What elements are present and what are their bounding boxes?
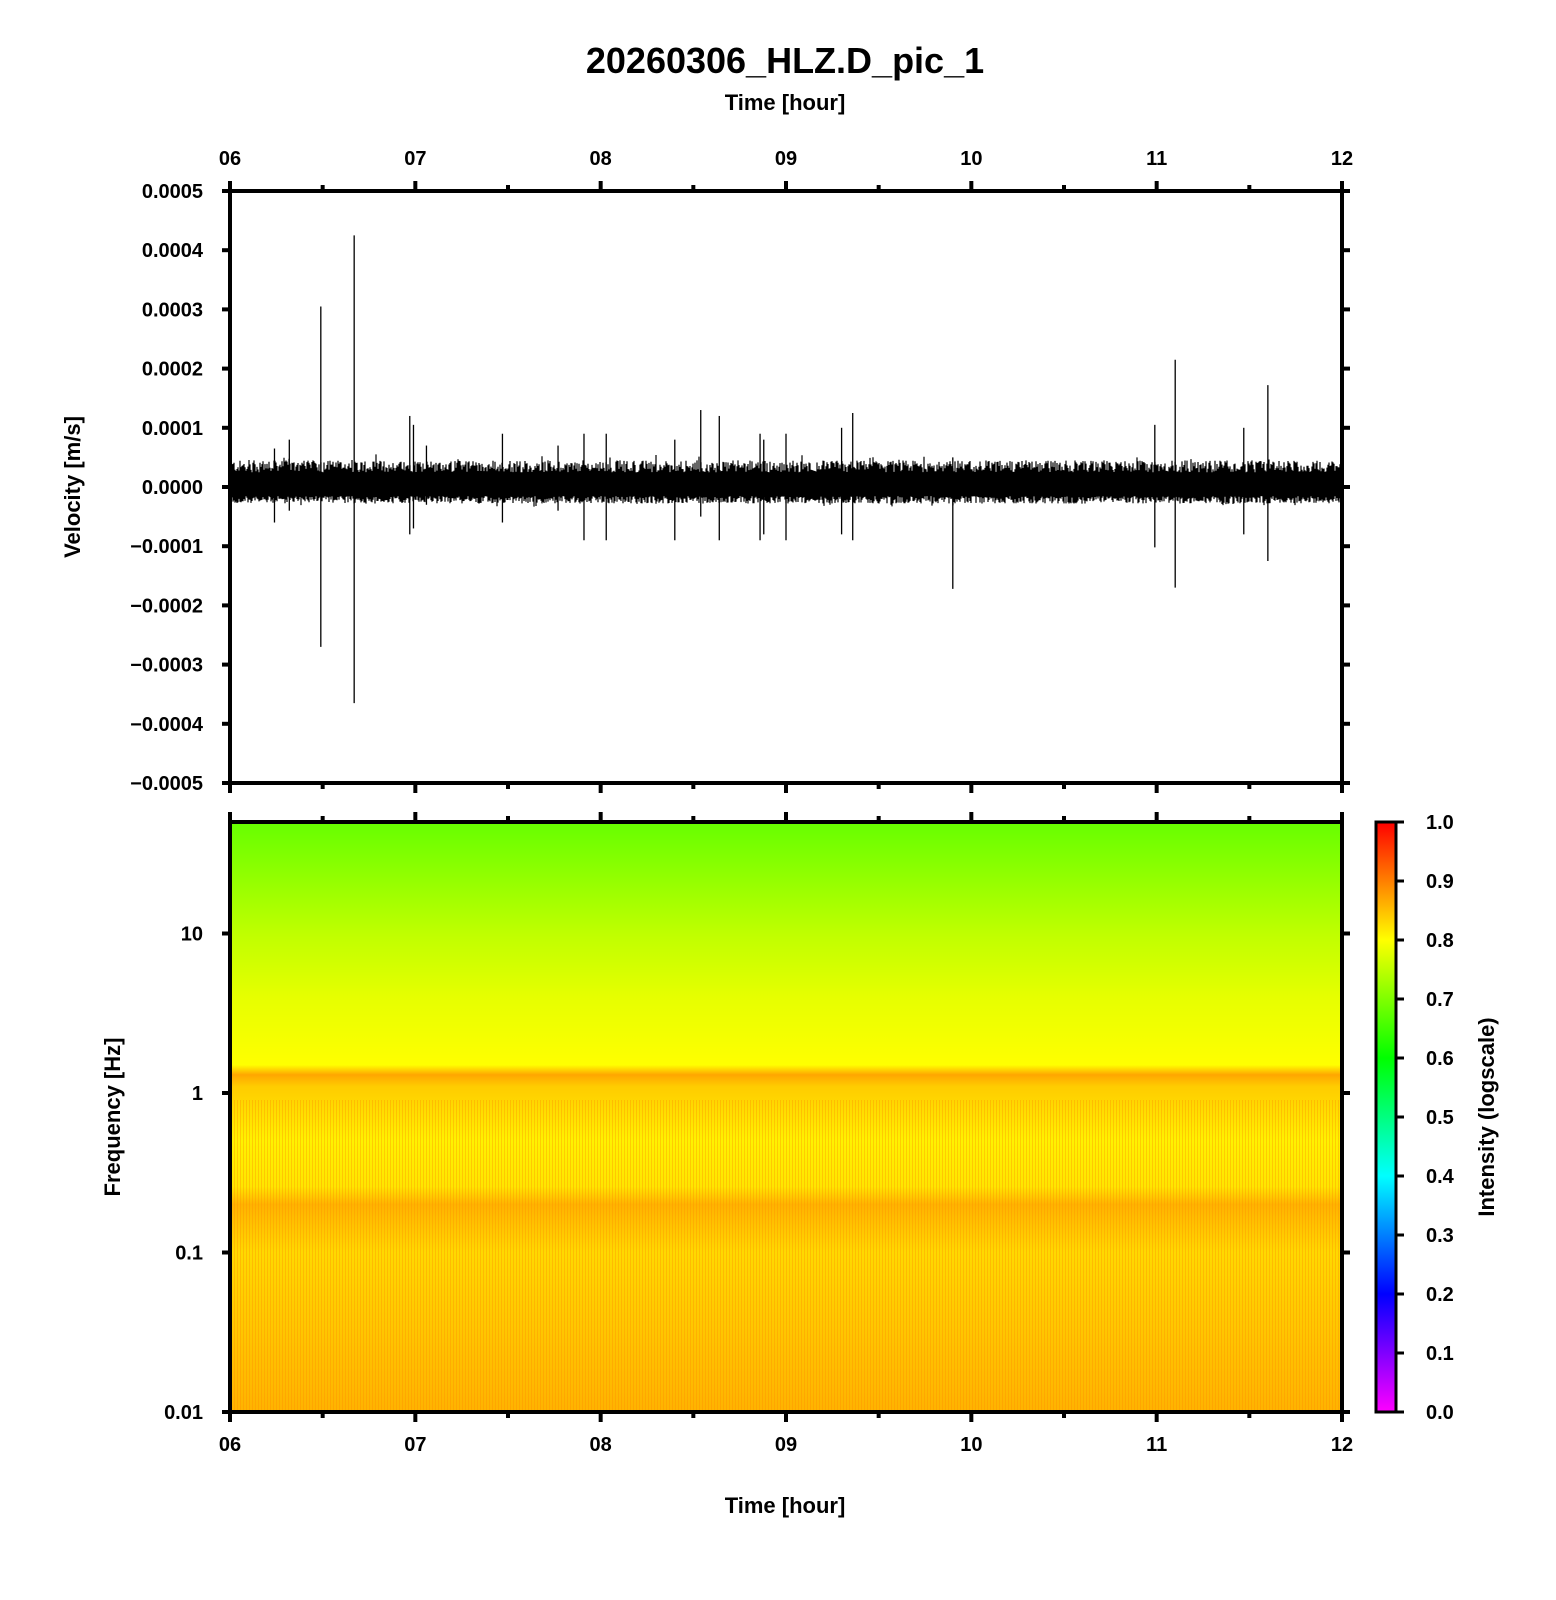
top-x-tick-label: 10 — [960, 148, 982, 170]
waveform-y-tick-label: 0.0002 — [142, 359, 203, 381]
colorbar-tick-label: 0.9 — [1426, 871, 1454, 893]
colorbar: 1.0 0.9 0.8 0.7 0.6 0.5 0.4 0.3 0.2 0.1 0.0 Intens… — [1374, 812, 1499, 1424]
spectrogram-texture — [230, 1100, 1342, 1412]
waveform-y-tick-label: −0.0001 — [130, 536, 203, 558]
bottom-x-axis-title: Time [hour] — [725, 1493, 846, 1518]
colorbar-tick-label: 0.2 — [1426, 1284, 1454, 1306]
bottom-x-tick-label: 12 — [1331, 1434, 1353, 1456]
colorbar-tick-label: 0.3 — [1426, 1225, 1454, 1247]
top-x-tick-label: 09 — [775, 148, 797, 170]
waveform-y-tick-label: −0.0003 — [130, 655, 203, 677]
waveform-y-tick-label: 0.0004 — [142, 240, 204, 262]
top-x-tick-label: 06 — [219, 148, 241, 170]
spectrogram-panel: 06 07 08 09 10 11 12 10 1 0.1 0.01 Frequency [Hz] — [100, 820, 1353, 1456]
spectrogram-x-ticks: 06 07 08 09 10 11 12 — [219, 1412, 1353, 1456]
chart-title: 20260306_HLZ.D_pic_1 — [586, 40, 984, 81]
bottom-x-tick-label: 08 — [590, 1434, 612, 1456]
colorbar-tick-label: 0.5 — [1426, 1107, 1454, 1129]
colorbar-tick-label: 0.1 — [1426, 1343, 1454, 1365]
waveform-x-ticks-bottom — [228, 783, 1344, 822]
colorbar-tick-label: 0.0 — [1426, 1402, 1454, 1424]
waveform-y-tick-label: 0.0001 — [142, 418, 203, 440]
top-x-tick-label: 07 — [404, 148, 426, 170]
waveform-y-tick-label: −0.0005 — [130, 773, 203, 795]
colorbar-tick-label: 0.6 — [1426, 1048, 1454, 1070]
spectrogram-y-tick-label: 0.01 — [164, 1402, 203, 1424]
spectrogram-y-tick-label: 10 — [181, 923, 203, 945]
waveform-panel: 06 07 08 09 10 11 12 0.00050.00040.00030.00020… — [60, 148, 1353, 822]
bottom-x-tick-label: 07 — [404, 1434, 426, 1456]
waveform-y-axis-title: Velocity [m/s] — [60, 416, 85, 558]
bottom-x-tick-label: 09 — [775, 1434, 797, 1456]
bottom-x-tick-label: 10 — [960, 1434, 982, 1456]
top-x-tick-label: 12 — [1331, 148, 1353, 170]
bottom-x-tick-label: 11 — [1146, 1434, 1167, 1456]
colorbar-tick-label: 0.4 — [1426, 1166, 1455, 1188]
bottom-x-tick-label: 06 — [219, 1434, 241, 1456]
spectrogram-y-tick-label: 0.1 — [175, 1242, 203, 1264]
spectrogram-y-ticks: 10 1 0.1 0.01 — [164, 923, 1350, 1424]
waveform-spikes — [273, 235, 1269, 704]
waveform-y-tick-label: −0.0004 — [130, 714, 204, 736]
spectrogram-y-tick-label: 1 — [192, 1083, 203, 1105]
waveform-y-tick-label: 0.0000 — [142, 477, 203, 499]
waveform-y-ticks: 0.0005 0.0004 0.0003 0.0002 0.0001 0.0000 −0.0… — [130, 181, 1350, 795]
colorbar-tick-label: 0.7 — [1426, 989, 1454, 1011]
top-x-axis-title: Time [hour] — [725, 90, 846, 115]
waveform-y-tick-label: −0.0002 — [130, 595, 203, 617]
waveform-y-tick-label: 0.0003 — [142, 299, 203, 321]
spectrogram-y-axis-title: Frequency [Hz] — [100, 1038, 125, 1197]
colorbar-tick-label: 1.0 — [1426, 812, 1454, 834]
top-x-tick-label: 08 — [590, 148, 612, 170]
colorbar-ticks: 1.0 0.9 0.8 0.7 0.6 0.5 0.4 0.3 0.2 0.1 0.0 — [1396, 812, 1455, 1424]
top-x-tick-label: 11 — [1146, 148, 1167, 170]
colorbar-label: Intensity (logscale) — [1474, 1017, 1499, 1216]
colorbar-gradient — [1374, 820, 1398, 1414]
waveform-y-tick-label: 0.0005 — [142, 181, 203, 203]
waveform-x-ticks-top: 06 07 08 09 10 11 12 — [219, 148, 1353, 191]
colorbar-tick-label: 0.8 — [1426, 930, 1454, 952]
